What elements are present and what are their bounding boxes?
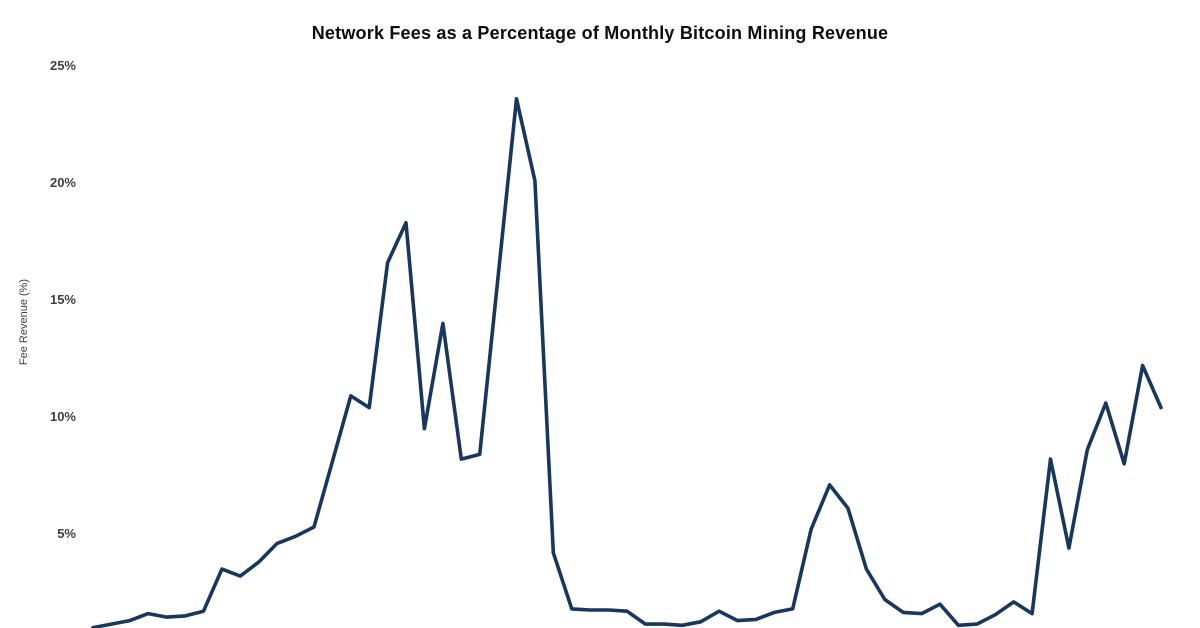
y-axis-tick-label: 5% (57, 526, 76, 541)
chart-title: Network Fees as a Percentage of Monthly … (311, 23, 889, 43)
y-axis-tick-label: 15% (49, 292, 76, 307)
fee-revenue-line (91, 97, 1163, 628)
y-axis-tick-label: 10% (49, 409, 76, 424)
y-axis-tick-label: 20% (49, 175, 76, 190)
y-axis-tick-label: 25% (49, 58, 76, 73)
